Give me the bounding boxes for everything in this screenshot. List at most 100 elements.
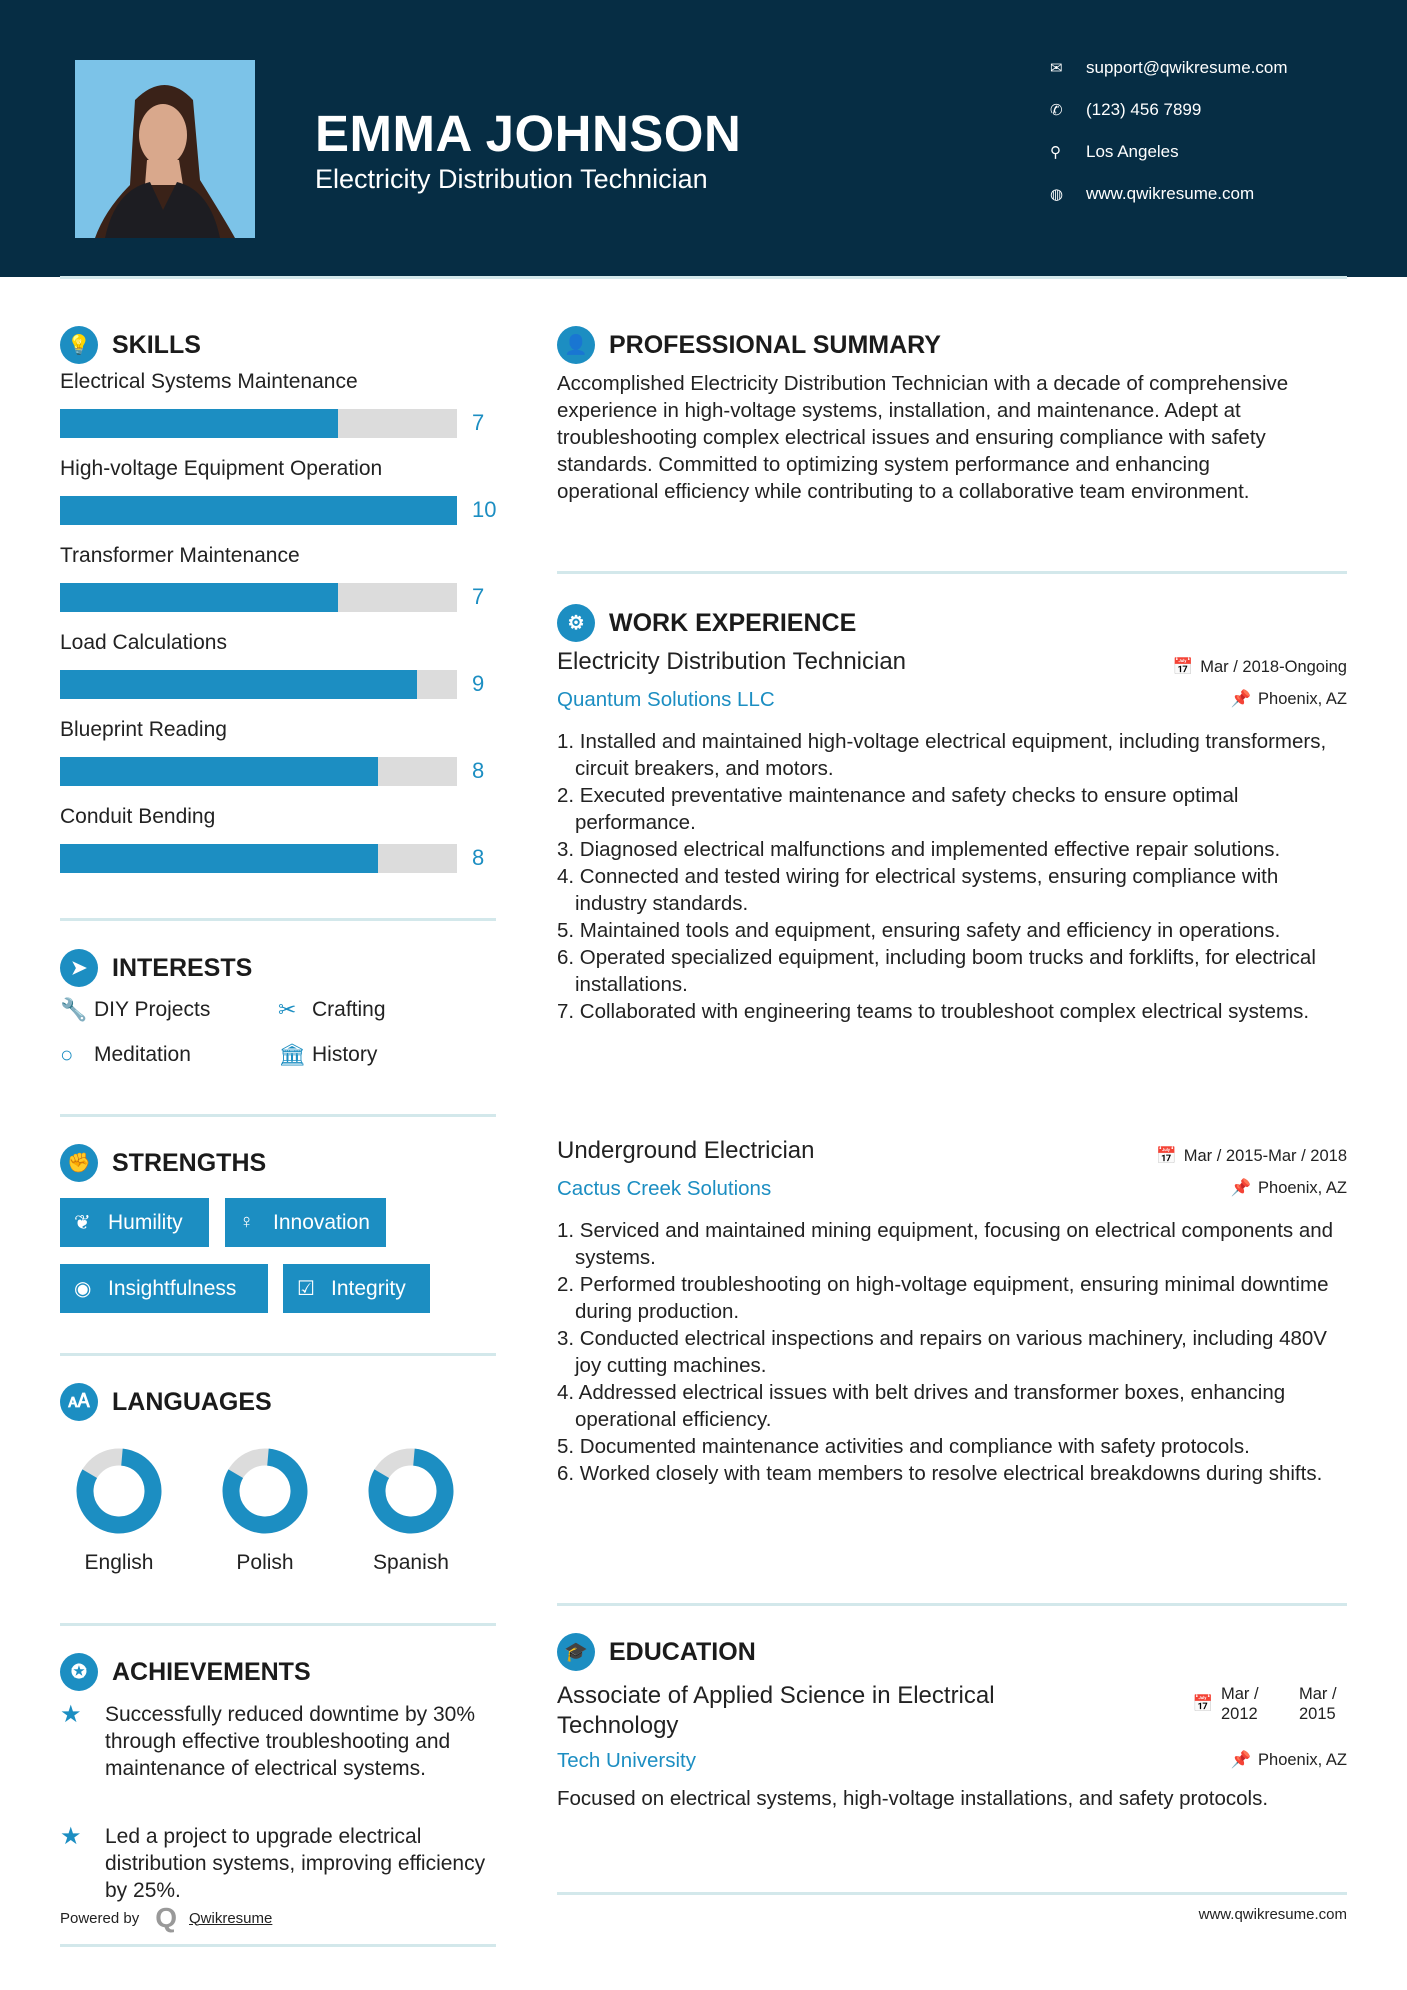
contact-text: Los Angeles: [1086, 142, 1179, 161]
duty-number: 6.: [557, 1462, 580, 1485]
map-pin-icon: ⚲: [1050, 144, 1061, 161]
strength-label: Innovation: [273, 1210, 370, 1234]
contact-item: ✉ support@qwikresume.com: [1050, 58, 1288, 78]
skill-bar: [60, 670, 457, 699]
duty-item: 5. Documented maintenance activities and…: [557, 1433, 1347, 1460]
pushpin-icon: 📌: [1230, 1751, 1252, 1769]
duty-text: Installed and maintained high-voltage el…: [575, 730, 1327, 780]
star-icon: ★: [60, 1701, 82, 1728]
skill-bar: [60, 583, 457, 612]
user-icon: 👤: [557, 326, 595, 364]
duty-item: 7. Collaborated with engineering teams t…: [557, 998, 1347, 1025]
contact-text: (123) 456 7899: [1086, 100, 1202, 119]
education-location-text: Phoenix, AZ: [1258, 1751, 1347, 1769]
duty-text: Addressed electrical issues with belt dr…: [575, 1381, 1286, 1431]
duty-text: Executed preventative maintenance and sa…: [575, 784, 1239, 834]
language-donut: [76, 1448, 162, 1534]
section-title: SKILLS: [112, 330, 201, 359]
interest-label: Crafting: [312, 998, 386, 1021]
duty-text: Maintained tools and equipment, ensuring…: [579, 919, 1281, 942]
skill-label: Electrical Systems Maintenance: [60, 370, 358, 393]
duty-item: 2. Performed troubleshooting on high-vol…: [557, 1271, 1347, 1325]
profile-photo: [75, 60, 255, 238]
skill-bar-fill: [60, 844, 378, 873]
skill-level: 7: [472, 584, 485, 609]
leaf-icon: ❦: [74, 1212, 91, 1234]
scissors-icon: ✂: [278, 997, 297, 1022]
skill-level: 8: [472, 845, 485, 870]
qwikresume-link[interactable]: Qwikresume: [189, 1909, 273, 1927]
education-location: 📌 Phoenix, AZ: [1230, 1751, 1347, 1770]
skill-bar-fill: [60, 670, 418, 699]
section-title: INTERESTS: [112, 953, 253, 982]
briefcase-icon: ⚙: [557, 604, 595, 642]
interest-item: 🏛 History: [278, 1042, 377, 1068]
paper-plane-icon: ➤: [60, 949, 98, 987]
section-title: WORK EXPERIENCE: [609, 608, 857, 637]
powered-by-label: Powered by: [60, 1909, 140, 1927]
skill-label: Blueprint Reading: [60, 718, 227, 741]
duty-number: 2.: [557, 1273, 580, 1296]
strength-tag: ◉ Insightfulness: [60, 1264, 268, 1313]
duty-number: 5.: [557, 919, 580, 942]
divider: [60, 1623, 496, 1626]
calendar-icon: 📅: [1192, 1695, 1213, 1713]
duty-number: 7.: [557, 1000, 580, 1023]
skill-bar-fill: [60, 583, 338, 612]
duty-text: Collaborated with engineering teams to t…: [579, 1000, 1310, 1023]
duty-item: 3. Conducted electrical inspections and …: [557, 1325, 1347, 1379]
achievement-item: ★ Led a project to upgrade electrical dis…: [60, 1823, 500, 1904]
job-dates-text: Mar / 2018-Ongoing: [1200, 658, 1347, 676]
duty-number: 3.: [557, 1327, 580, 1350]
skill-level: 10: [472, 497, 497, 522]
language-label: English: [84, 1551, 154, 1574]
education-end: Mar / 2015: [1299, 1685, 1337, 1723]
language-label: Spanish: [373, 1551, 449, 1574]
skill-label: Load Calculations: [60, 631, 227, 654]
contact-text: www.qwikresume.com: [1086, 184, 1255, 203]
duty-text: Serviced and maintained mining equipment…: [575, 1219, 1334, 1269]
interests-heading: ➤ INTERESTS: [60, 949, 252, 987]
section-title: EDUCATION: [609, 1637, 756, 1666]
skill-label: Transformer Maintenance: [60, 544, 300, 567]
job-dates-text: Mar / 2015-Mar / 2018: [1183, 1147, 1347, 1165]
skill-bar-fill: [60, 757, 378, 786]
interest-item: ○ Meditation: [60, 1042, 191, 1068]
candidate-title: Electricity Distribution Technician: [315, 164, 708, 194]
company-name: Quantum Solutions LLC: [557, 688, 775, 711]
job-location: 📌 Phoenix, AZ: [1230, 690, 1347, 709]
education-start: Mar / 2012: [1221, 1685, 1259, 1723]
wrench-icon: 🔧: [60, 997, 88, 1022]
job-title: Underground Electrician: [557, 1137, 815, 1164]
divider: [557, 1603, 1347, 1606]
skill-label: High-voltage Equipment Operation: [60, 457, 383, 480]
duty-item: 1. Serviced and maintained mining equipm…: [557, 1217, 1347, 1271]
duty-text: Worked closely with team members to reso…: [579, 1462, 1323, 1485]
interest-label: Meditation: [94, 1043, 191, 1066]
job-location: 📌 Phoenix, AZ: [1230, 1179, 1347, 1198]
section-title: LANGUAGES: [112, 1387, 272, 1416]
candidate-name: EMMA JOHNSON: [315, 105, 742, 162]
duty-number: 4.: [557, 865, 580, 888]
duty-text: Documented maintenance activities and co…: [579, 1435, 1250, 1458]
star-icon: ★: [60, 1823, 82, 1850]
strength-tag: ♀ Innovation: [225, 1198, 386, 1247]
fist-icon: ✊: [60, 1144, 98, 1182]
duty-number: 2.: [557, 784, 580, 807]
phone-icon: ✆: [1050, 102, 1063, 119]
skill-level: 9: [472, 671, 485, 696]
duty-item: 4. Connected and tested wiring for elect…: [557, 863, 1347, 917]
duty-text: Performed troubleshooting on high-voltag…: [575, 1273, 1329, 1323]
duty-item: 6. Worked closely with team members to r…: [557, 1460, 1347, 1487]
duty-item: 4. Addressed electrical issues with belt…: [557, 1379, 1347, 1433]
strength-label: Insightfulness: [108, 1276, 237, 1300]
interest-label: DIY Projects: [94, 998, 211, 1021]
job-dates: 📅 Mar / 2015-Mar / 2018: [1156, 1147, 1347, 1166]
duty-number: 3.: [557, 838, 580, 861]
section-title: PROFESSIONAL SUMMARY: [609, 330, 941, 359]
pushpin-icon: 📌: [1230, 690, 1252, 708]
interest-item: 🔧 DIY Projects: [60, 997, 210, 1023]
job-dates: 📅 Mar / 2018-Ongoing: [1173, 658, 1347, 677]
graduation-icon: 🎓: [557, 1633, 595, 1671]
achievement-item: ★ Successfully reduced downtime by 30% th…: [60, 1701, 500, 1782]
